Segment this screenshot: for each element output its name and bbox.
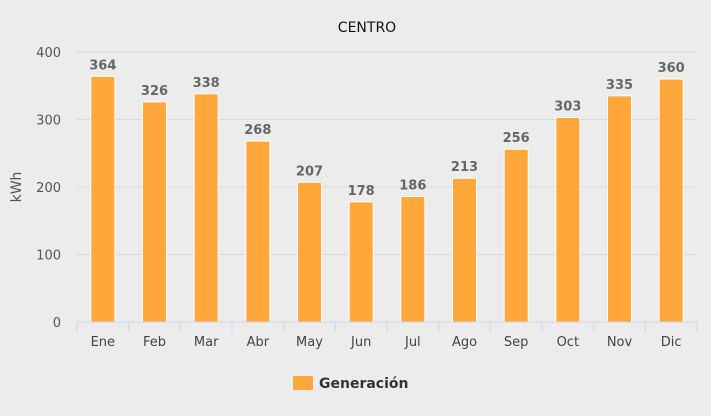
data-label-ago: 213: [451, 160, 478, 175]
y-tick-label: 100: [36, 249, 61, 264]
data-label-dic: 360: [658, 61, 685, 76]
legend[interactable]: Generación: [293, 376, 408, 392]
data-label-feb: 326: [141, 84, 168, 99]
bar-nov[interactable]: [607, 95, 632, 323]
y-axis-ticks: 0 100 200 300 400: [36, 46, 61, 331]
bar-mar[interactable]: [193, 93, 219, 323]
data-label-oct: 303: [554, 99, 581, 114]
bar-oct[interactable]: [555, 116, 581, 323]
data-label-mar: 338: [193, 76, 220, 91]
bar-feb[interactable]: [142, 101, 167, 323]
data-label-ene: 364: [89, 58, 116, 73]
bar-jul[interactable]: [400, 195, 426, 323]
bar-abr[interactable]: [245, 140, 271, 323]
x-tick-label: Nov: [607, 335, 633, 350]
chart-title: CENTRO: [338, 20, 396, 36]
data-label-nov: 335: [606, 78, 633, 93]
gridlines: [77, 51, 697, 255]
y-tick-label: 400: [36, 46, 61, 61]
bar-dic[interactable]: [658, 78, 684, 323]
x-tick-label: Mar: [194, 335, 219, 350]
x-axis-ticks: Ene Feb Mar Abr May Jun Jul Ago Sep Oct Nov Dic: [76, 322, 698, 350]
data-label-jul: 186: [399, 178, 426, 193]
x-tick-label: Dic: [661, 335, 682, 350]
data-label-may: 207: [296, 164, 323, 179]
y-tick-label: 300: [36, 114, 61, 129]
data-label-abr: 268: [244, 123, 271, 138]
x-tick-label: Abr: [247, 335, 270, 350]
x-tick-label: Feb: [143, 335, 166, 350]
legend-label: Generación: [319, 376, 408, 392]
bar-ago[interactable]: [452, 177, 477, 323]
legend-swatch: [293, 376, 313, 390]
x-tick-label: Ago: [452, 335, 477, 350]
bar-ene[interactable]: [90, 75, 116, 323]
x-tick-label: May: [296, 335, 323, 350]
x-tick-label: Oct: [557, 335, 579, 350]
data-label-sep: 256: [503, 131, 530, 146]
y-axis-label: kWh: [9, 172, 25, 203]
bars: [90, 75, 684, 323]
bar-jun[interactable]: [348, 201, 374, 323]
x-tick-label: Jul: [404, 335, 421, 350]
x-tick-label: Sep: [504, 335, 529, 350]
x-tick-label: Ene: [91, 335, 115, 350]
bar-sep[interactable]: [503, 148, 529, 323]
x-tick-label: Jun: [350, 335, 371, 350]
y-tick-label: 0: [53, 316, 61, 331]
bar-may[interactable]: [297, 181, 322, 323]
y-tick-label: 200: [36, 181, 61, 196]
data-label-jun: 178: [348, 184, 375, 199]
data-labels: 364 326 338 268 207 178 186 213 256 303 335 360: [89, 58, 684, 199]
